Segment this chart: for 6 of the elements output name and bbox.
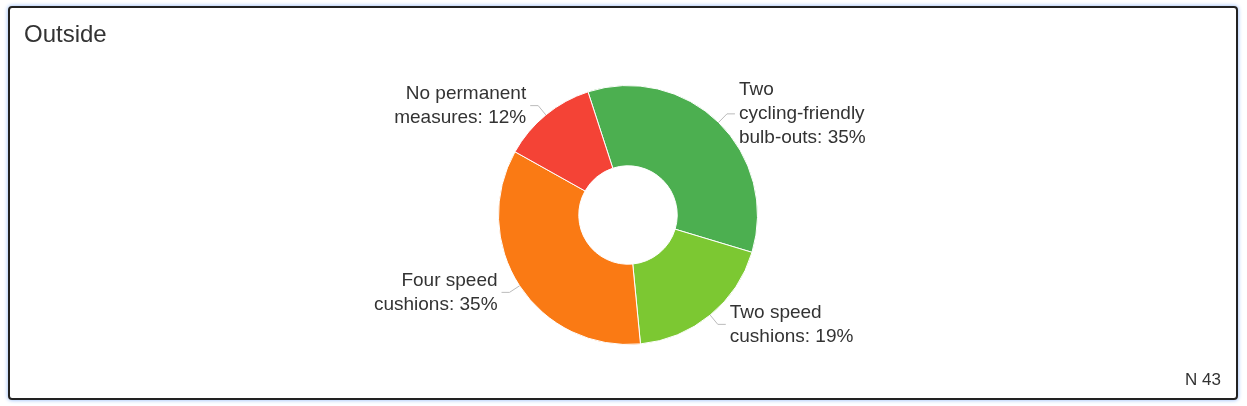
slice-label: No permanent measures: 12%	[394, 81, 527, 127]
text: N 43	[1185, 370, 1221, 390]
slice-label: Four speed cushions: 35%	[373, 268, 498, 314]
slice-label: Two cycling-friendly bulb-outs: 35%	[738, 78, 866, 148]
slice-label: Two speed cushions: 19%	[729, 300, 854, 346]
text: Outside	[24, 20, 107, 48]
